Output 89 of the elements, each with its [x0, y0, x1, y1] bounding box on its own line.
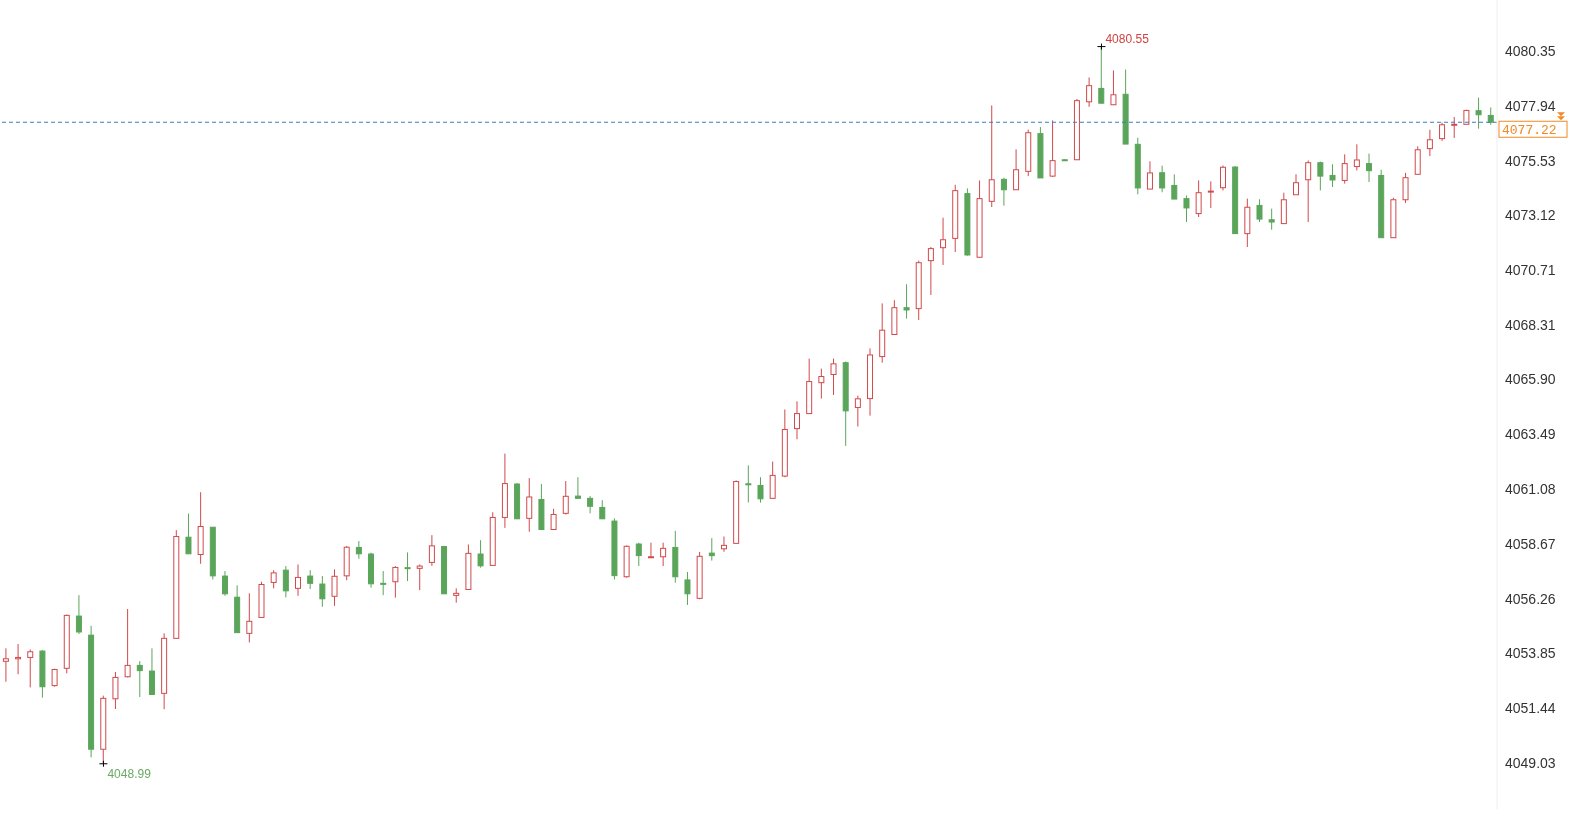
- candlestick: [1049, 119, 1056, 178]
- candlestick: [1207, 180, 1214, 209]
- candlestick: [830, 358, 837, 396]
- y-tick-label: 4063.49: [1505, 426, 1556, 443]
- candlestick: [1317, 161, 1324, 191]
- y-tick-label: 4049.03: [1505, 754, 1556, 771]
- candlestick: [599, 499, 606, 520]
- candlestick: [416, 563, 423, 591]
- candlestick: [112, 671, 119, 710]
- candlestick: [927, 246, 934, 296]
- candlestick: [660, 542, 667, 567]
- candlestick: [1293, 173, 1300, 196]
- candlestick: [392, 565, 399, 599]
- candlestick: [75, 594, 82, 635]
- candlestick: [526, 477, 533, 533]
- candlestick: [477, 539, 484, 569]
- annotation: 4048.99: [107, 766, 152, 781]
- y-tick-label: 4068.31: [1505, 316, 1556, 333]
- candlestick: [295, 563, 302, 597]
- candlestick: [818, 368, 825, 400]
- y-tick-label: 4075.53: [1505, 152, 1556, 169]
- candlestick: [708, 537, 715, 562]
- y-tick-label: 4065.90: [1505, 371, 1556, 388]
- candlestick: [380, 570, 387, 596]
- y-tick-label: 4053.85: [1505, 645, 1556, 662]
- candlestick: [1451, 116, 1458, 139]
- candlestick: [1183, 194, 1190, 223]
- candlestick: [903, 283, 910, 320]
- candlestick: [1000, 177, 1007, 207]
- y-tick-label: 4077.94: [1505, 97, 1556, 114]
- candlestick: [1353, 143, 1360, 171]
- candlestick: [1439, 122, 1446, 142]
- y-tick-label: 4051.44: [1505, 700, 1556, 717]
- y-tick-label: 4073.12: [1505, 207, 1556, 224]
- candlestick: [1329, 163, 1336, 188]
- ref-line-label: 4077.22: [1502, 123, 1557, 139]
- y-tick-label: 4058.67: [1505, 535, 1556, 552]
- candlestick: [745, 464, 752, 503]
- candlestick: [124, 608, 131, 678]
- candlestick: [1268, 208, 1275, 231]
- candlestick: [355, 540, 362, 560]
- candlestick: [1110, 69, 1117, 106]
- candlestick: [246, 592, 253, 643]
- candlestick: [1341, 153, 1348, 185]
- candlestick: [854, 395, 861, 428]
- candlestick: [319, 575, 326, 608]
- candlestick: [1171, 173, 1178, 200]
- candlestick: [1086, 76, 1093, 108]
- candlestick: [307, 569, 314, 590]
- candlestick: [587, 495, 594, 514]
- candlestick: [1366, 153, 1373, 183]
- candlestick: [1159, 165, 1166, 193]
- candlestick: [185, 513, 192, 555]
- candlestick: [404, 551, 411, 582]
- candlestick: [562, 480, 569, 515]
- candlestick: [1305, 159, 1312, 223]
- candlestick: [221, 570, 228, 597]
- annotation: 4080.55: [1105, 31, 1150, 46]
- candlestick: [769, 461, 776, 499]
- candlestick: [331, 568, 338, 607]
- candlestick: [940, 217, 947, 266]
- candlestick: [148, 647, 155, 695]
- candlestick: [270, 569, 277, 589]
- candlestick: [27, 648, 34, 688]
- candlestick: [15, 643, 22, 675]
- candlestick: [794, 400, 801, 440]
- candlestick: [1426, 129, 1433, 157]
- candlestick: [1280, 192, 1287, 225]
- y-tick-label: 4056.26: [1505, 590, 1556, 607]
- y-tick-label: 4080.35: [1505, 43, 1556, 60]
- y-tick-label: 4070.71: [1505, 262, 1556, 279]
- candlestick: [988, 104, 995, 208]
- candlestick: [757, 476, 764, 504]
- candlestick: [647, 542, 654, 559]
- candlestick: [428, 534, 435, 567]
- candlestick: [550, 508, 557, 530]
- candlestick: [1256, 198, 1263, 223]
- candlestick: [1146, 160, 1153, 190]
- candlestick: [1402, 172, 1409, 204]
- y-tick-label: 4061.08: [1505, 481, 1556, 498]
- candlestick: [720, 536, 727, 553]
- candlestick: [136, 660, 143, 698]
- candlestick: [282, 565, 289, 598]
- candlestick: [684, 571, 691, 606]
- candlestick: [574, 476, 581, 499]
- candlestick: [1475, 97, 1482, 130]
- candlestick: [1013, 148, 1020, 191]
- candlestick: [1219, 164, 1226, 191]
- candlestick: [1195, 179, 1202, 218]
